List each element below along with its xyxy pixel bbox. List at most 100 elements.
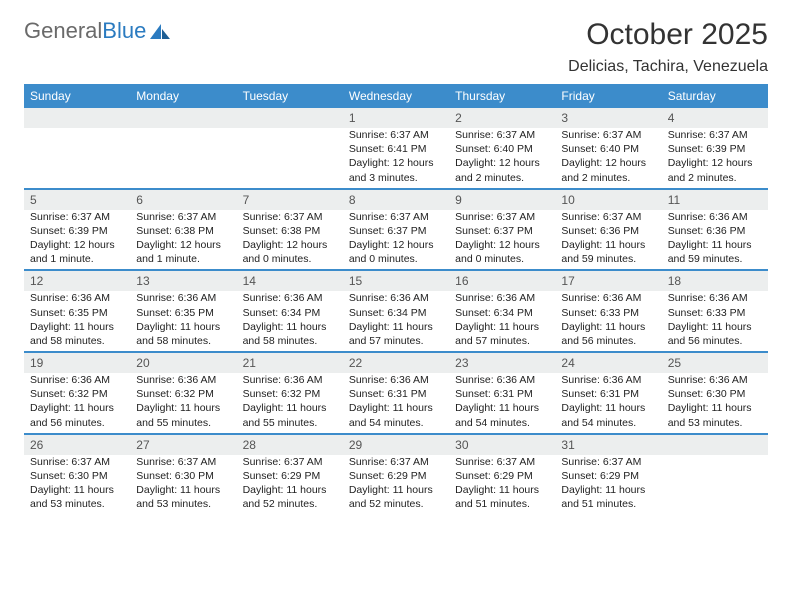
day-line-d2: and 1 minute.: [30, 252, 124, 266]
day-line-d1: Daylight: 11 hours: [30, 483, 124, 497]
day-line-d1: Daylight: 11 hours: [136, 320, 230, 334]
day-line-ss: Sunset: 6:29 PM: [243, 469, 337, 483]
day-details: Sunrise: 6:36 AMSunset: 6:33 PMDaylight:…: [662, 291, 768, 351]
day-line-d1: Daylight: 11 hours: [243, 320, 337, 334]
day-cell: Sunrise: 6:36 AMSunset: 6:36 PMDaylight:…: [662, 210, 768, 270]
day-line-d1: Daylight: 12 hours: [136, 238, 230, 252]
day-details: Sunrise: 6:36 AMSunset: 6:32 PMDaylight:…: [24, 373, 130, 433]
day-line-d2: and 3 minutes.: [349, 171, 443, 185]
day-line-d1: Daylight: 11 hours: [243, 401, 337, 415]
day-details: Sunrise: 6:36 AMSunset: 6:33 PMDaylight:…: [555, 291, 661, 351]
day-line-sr: Sunrise: 6:36 AM: [455, 373, 549, 387]
day-number: 18: [662, 271, 768, 291]
day-cell: Sunrise: 6:36 AMSunset: 6:33 PMDaylight:…: [662, 291, 768, 351]
day-line-ss: Sunset: 6:29 PM: [455, 469, 549, 483]
day-number: 7: [237, 190, 343, 210]
day-line-d1: Daylight: 11 hours: [136, 401, 230, 415]
day-details: Sunrise: 6:36 AMSunset: 6:30 PMDaylight:…: [662, 373, 768, 433]
day-details: Sunrise: 6:37 AMSunset: 6:37 PMDaylight:…: [449, 210, 555, 270]
day-number: 22: [343, 353, 449, 373]
day-line-sr: Sunrise: 6:36 AM: [455, 291, 549, 305]
day-line-sr: Sunrise: 6:37 AM: [349, 128, 443, 142]
day-number: 24: [555, 353, 661, 373]
day-number: 23: [449, 353, 555, 373]
day-line-d2: and 55 minutes.: [243, 416, 337, 430]
day-line-d2: and 56 minutes.: [30, 416, 124, 430]
day-line-sr: Sunrise: 6:37 AM: [561, 210, 655, 224]
day-details: Sunrise: 6:37 AMSunset: 6:29 PMDaylight:…: [555, 455, 661, 515]
day-details: Sunrise: 6:37 AMSunset: 6:39 PMDaylight:…: [662, 128, 768, 188]
day-cell: Sunrise: 6:36 AMSunset: 6:34 PMDaylight:…: [237, 291, 343, 351]
day-line-ss: Sunset: 6:33 PM: [668, 306, 762, 320]
day-details: Sunrise: 6:37 AMSunset: 6:30 PMDaylight:…: [130, 455, 236, 515]
day-cell: Sunrise: 6:37 AMSunset: 6:37 PMDaylight:…: [343, 210, 449, 270]
day-number: 19: [24, 353, 130, 373]
day-cell: [662, 455, 768, 515]
day-number: 15: [343, 271, 449, 291]
day-line-d1: Daylight: 12 hours: [30, 238, 124, 252]
day-line-sr: Sunrise: 6:37 AM: [455, 128, 549, 142]
day-details: Sunrise: 6:36 AMSunset: 6:31 PMDaylight:…: [555, 373, 661, 433]
day-line-d1: Daylight: 11 hours: [561, 483, 655, 497]
weekday-header: Thursday: [449, 84, 555, 108]
day-line-ss: Sunset: 6:31 PM: [455, 387, 549, 401]
day-details: Sunrise: 6:37 AMSunset: 6:40 PMDaylight:…: [555, 128, 661, 188]
day-line-d1: Daylight: 11 hours: [30, 401, 124, 415]
daynum-row: 567891011: [24, 190, 768, 210]
day-line-d2: and 0 minutes.: [455, 252, 549, 266]
week-row: Sunrise: 6:36 AMSunset: 6:32 PMDaylight:…: [24, 373, 768, 433]
logo-text-gray: General: [24, 18, 102, 43]
day-number: 9: [449, 190, 555, 210]
weekday-header: Wednesday: [343, 84, 449, 108]
day-cell: Sunrise: 6:37 AMSunset: 6:39 PMDaylight:…: [662, 128, 768, 188]
weekday-header-row: SundayMondayTuesdayWednesdayThursdayFrid…: [24, 84, 768, 108]
day-line-ss: Sunset: 6:31 PM: [349, 387, 443, 401]
day-cell: Sunrise: 6:37 AMSunset: 6:37 PMDaylight:…: [449, 210, 555, 270]
calendar: SundayMondayTuesdayWednesdayThursdayFrid…: [24, 84, 768, 514]
day-details: Sunrise: 6:36 AMSunset: 6:36 PMDaylight:…: [662, 210, 768, 270]
day-line-sr: Sunrise: 6:36 AM: [668, 210, 762, 224]
weekday-header: Monday: [130, 84, 236, 108]
day-cell: Sunrise: 6:36 AMSunset: 6:30 PMDaylight:…: [662, 373, 768, 433]
day-line-d2: and 54 minutes.: [561, 416, 655, 430]
day-line-sr: Sunrise: 6:37 AM: [243, 455, 337, 469]
day-line-d1: Daylight: 11 hours: [561, 238, 655, 252]
day-line-sr: Sunrise: 6:36 AM: [561, 291, 655, 305]
day-number: 10: [555, 190, 661, 210]
day-number: 29: [343, 435, 449, 455]
day-number: [130, 108, 236, 128]
day-details: [130, 128, 236, 131]
day-cell: Sunrise: 6:37 AMSunset: 6:41 PMDaylight:…: [343, 128, 449, 188]
day-cell: [237, 128, 343, 188]
day-number: 4: [662, 108, 768, 128]
day-line-ss: Sunset: 6:34 PM: [455, 306, 549, 320]
day-line-d2: and 59 minutes.: [668, 252, 762, 266]
month-title: October 2025: [568, 18, 768, 52]
day-cell: Sunrise: 6:37 AMSunset: 6:39 PMDaylight:…: [24, 210, 130, 270]
day-line-ss: Sunset: 6:41 PM: [349, 142, 443, 156]
day-line-d2: and 0 minutes.: [243, 252, 337, 266]
day-line-d1: Daylight: 12 hours: [455, 156, 549, 170]
day-details: Sunrise: 6:37 AMSunset: 6:39 PMDaylight:…: [24, 210, 130, 270]
day-number: 26: [24, 435, 130, 455]
day-details: Sunrise: 6:36 AMSunset: 6:34 PMDaylight:…: [237, 291, 343, 351]
daynum-row: 262728293031: [24, 435, 768, 455]
day-line-d2: and 58 minutes.: [30, 334, 124, 348]
day-line-sr: Sunrise: 6:37 AM: [136, 210, 230, 224]
day-line-sr: Sunrise: 6:37 AM: [349, 210, 443, 224]
day-number: 13: [130, 271, 236, 291]
day-details: Sunrise: 6:36 AMSunset: 6:34 PMDaylight:…: [449, 291, 555, 351]
day-line-ss: Sunset: 6:35 PM: [136, 306, 230, 320]
day-details: Sunrise: 6:36 AMSunset: 6:34 PMDaylight:…: [343, 291, 449, 351]
day-cell: Sunrise: 6:37 AMSunset: 6:30 PMDaylight:…: [24, 455, 130, 515]
day-number: 25: [662, 353, 768, 373]
day-cell: Sunrise: 6:37 AMSunset: 6:29 PMDaylight:…: [237, 455, 343, 515]
week-row: Sunrise: 6:37 AMSunset: 6:39 PMDaylight:…: [24, 210, 768, 270]
weekday-header: Saturday: [662, 84, 768, 108]
day-line-ss: Sunset: 6:32 PM: [136, 387, 230, 401]
day-cell: Sunrise: 6:37 AMSunset: 6:29 PMDaylight:…: [343, 455, 449, 515]
title-block: October 2025 Delicias, Tachira, Venezuel…: [568, 18, 768, 80]
day-line-d1: Daylight: 12 hours: [668, 156, 762, 170]
weekday-header: Sunday: [24, 84, 130, 108]
day-line-ss: Sunset: 6:40 PM: [561, 142, 655, 156]
